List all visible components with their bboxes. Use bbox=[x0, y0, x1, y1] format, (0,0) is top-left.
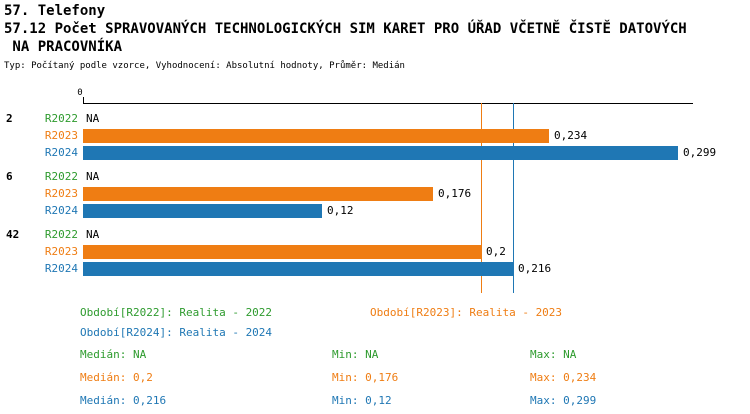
bar-R2024 bbox=[83, 204, 322, 218]
stat-min-R2022: Min: NA bbox=[332, 348, 379, 361]
stat-min-R2023: Min: 0,176 bbox=[332, 371, 399, 384]
bar-R2023 bbox=[83, 129, 549, 143]
bar-value: 0,216 bbox=[518, 262, 552, 275]
median-line-R2024 bbox=[513, 103, 514, 293]
median-line-R2023 bbox=[481, 103, 482, 293]
group-label: 42 bbox=[6, 228, 20, 241]
chart-title-line1: 57. Telefony bbox=[4, 3, 106, 19]
bar-R2023 bbox=[83, 187, 433, 201]
bar-R2024 bbox=[83, 146, 678, 160]
row-label-R2024: R2024 bbox=[44, 146, 78, 159]
stat-max-R2022: Max: NA bbox=[530, 348, 577, 361]
bar-value: 0,234 bbox=[554, 129, 588, 142]
stat-median-R2023: Medián: 0,2 bbox=[80, 371, 153, 384]
bar-value: 0,299 bbox=[683, 146, 717, 159]
stat-median-R2022: Medián: NA bbox=[80, 348, 147, 361]
bar-value: 0,176 bbox=[438, 187, 472, 200]
row-value-na: NA bbox=[86, 112, 100, 125]
stat-min-R2024: Min: 0,12 bbox=[332, 394, 392, 407]
x-axis-tick bbox=[83, 97, 84, 103]
row-value-na: NA bbox=[86, 170, 100, 183]
row-label-R2022: R2022 bbox=[44, 170, 78, 183]
row-label-R2024: R2024 bbox=[44, 262, 78, 275]
legend-item-R2023: Období[R2023]: Realita - 2023 bbox=[370, 306, 563, 319]
chart-title-line2: 57.12 Počet SPRAVOVANÝCH TECHNOLOGICKÝCH… bbox=[4, 21, 687, 37]
stat-max-R2024: Max: 0,299 bbox=[530, 394, 597, 407]
row-label-R2022: R2022 bbox=[44, 228, 78, 241]
row-label-R2023: R2023 bbox=[44, 245, 78, 258]
row-value-na: NA bbox=[86, 228, 100, 241]
row-label-R2022: R2022 bbox=[44, 112, 78, 125]
legend-item-R2022: Období[R2022]: Realita - 2022 bbox=[80, 306, 273, 319]
group-label: 6 bbox=[6, 170, 13, 183]
bar-value: 0,12 bbox=[327, 204, 354, 217]
bar-value: 0,2 bbox=[486, 245, 506, 258]
chart-title-line3: NA PRACOVNÍKA bbox=[4, 39, 123, 55]
row-label-R2023: R2023 bbox=[44, 129, 78, 142]
legend-item-R2024: Období[R2024]: Realita - 2024 bbox=[80, 326, 273, 339]
x-axis-line bbox=[83, 103, 693, 104]
stat-median-R2024: Medián: 0,216 bbox=[80, 394, 167, 407]
stat-max-R2023: Max: 0,234 bbox=[530, 371, 597, 384]
bar-R2024 bbox=[83, 262, 513, 276]
chart-subtitle: Typ: Počítaný podle vzorce, Vyhodnocení:… bbox=[4, 61, 405, 71]
row-label-R2023: R2023 bbox=[44, 187, 78, 200]
row-label-R2024: R2024 bbox=[44, 204, 78, 217]
x-axis-zero-label: 0 bbox=[77, 88, 83, 98]
group-label: 2 bbox=[6, 112, 13, 125]
bar-R2023 bbox=[83, 245, 481, 259]
